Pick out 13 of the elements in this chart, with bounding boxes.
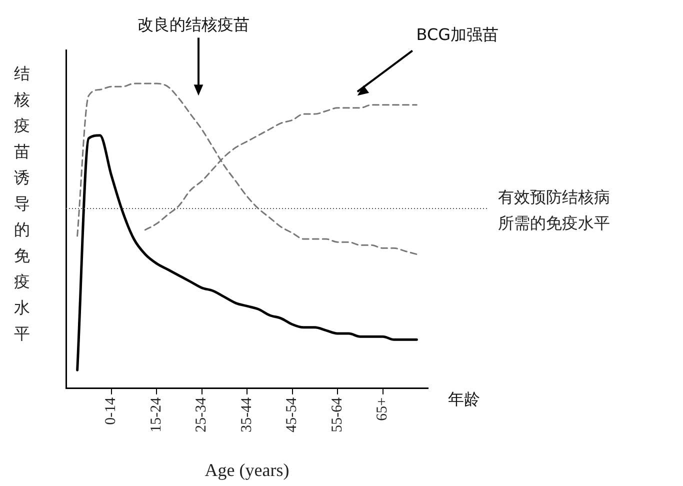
x-tick-label: 15-24 — [148, 396, 164, 432]
text: BCG加强苗 — [416, 24, 499, 44]
text: 结核疫苗诱导的免疫水平 — [14, 64, 30, 344]
text: 年龄 — [448, 390, 480, 409]
x-tick-label: 65+ — [374, 397, 391, 421]
text: 改良的结核疫苗 — [137, 14, 250, 34]
x-tick-label: 45-54 — [284, 396, 300, 432]
x-tick-label: 55-64 — [329, 396, 346, 432]
x-tick-label: 25-34 — [194, 396, 210, 432]
x-tick-label: 35-44 — [238, 396, 255, 432]
x-axis-title: Age (years) — [204, 460, 290, 480]
x-tick-label: 0-14 — [103, 396, 120, 425]
ref-line-label: 有效预防结核病所需的免疫水平 — [498, 188, 610, 233]
